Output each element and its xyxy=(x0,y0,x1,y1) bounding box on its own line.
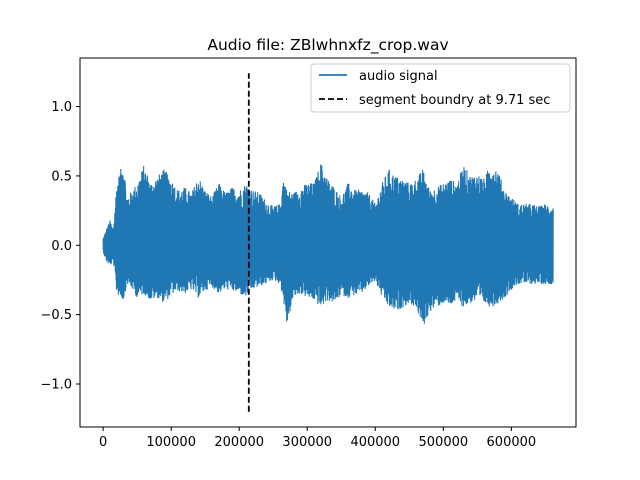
y-tick-label: 1.0 xyxy=(51,100,72,115)
chart-title: Audio file: ZBlwhnxfz_crop.wav xyxy=(207,36,448,55)
y-axis: −1.0 −0.5 0.0 0.5 1.0 xyxy=(40,100,80,392)
legend: audio signal segment boundry at 9.71 sec xyxy=(310,63,571,113)
x-tick-label: 300000 xyxy=(282,435,332,450)
x-axis: 0 100000 200000 300000 400000 500000 600000 xyxy=(99,427,536,450)
axes-frame xyxy=(79,57,577,428)
y-tick-label: 0.0 xyxy=(51,239,72,254)
legend-label-segment-boundary: segment boundry at 9.71 sec xyxy=(359,93,550,108)
x-tick-label: 100000 xyxy=(146,435,196,450)
legend-box xyxy=(310,63,571,113)
x-tick-label: 400000 xyxy=(350,435,400,450)
x-tick-label: 500000 xyxy=(419,435,469,450)
legend-label-audio-signal: audio signal xyxy=(359,69,438,84)
x-tick-label: 600000 xyxy=(487,435,537,450)
y-tick-label: −0.5 xyxy=(40,308,72,323)
x-tick-label: 0 xyxy=(99,435,107,450)
x-tick-label: 200000 xyxy=(214,435,264,450)
y-tick-label: −1.0 xyxy=(40,377,72,392)
plot-area xyxy=(102,73,554,412)
y-tick-label: 0.5 xyxy=(51,169,72,184)
series-audio-signal xyxy=(102,164,554,324)
